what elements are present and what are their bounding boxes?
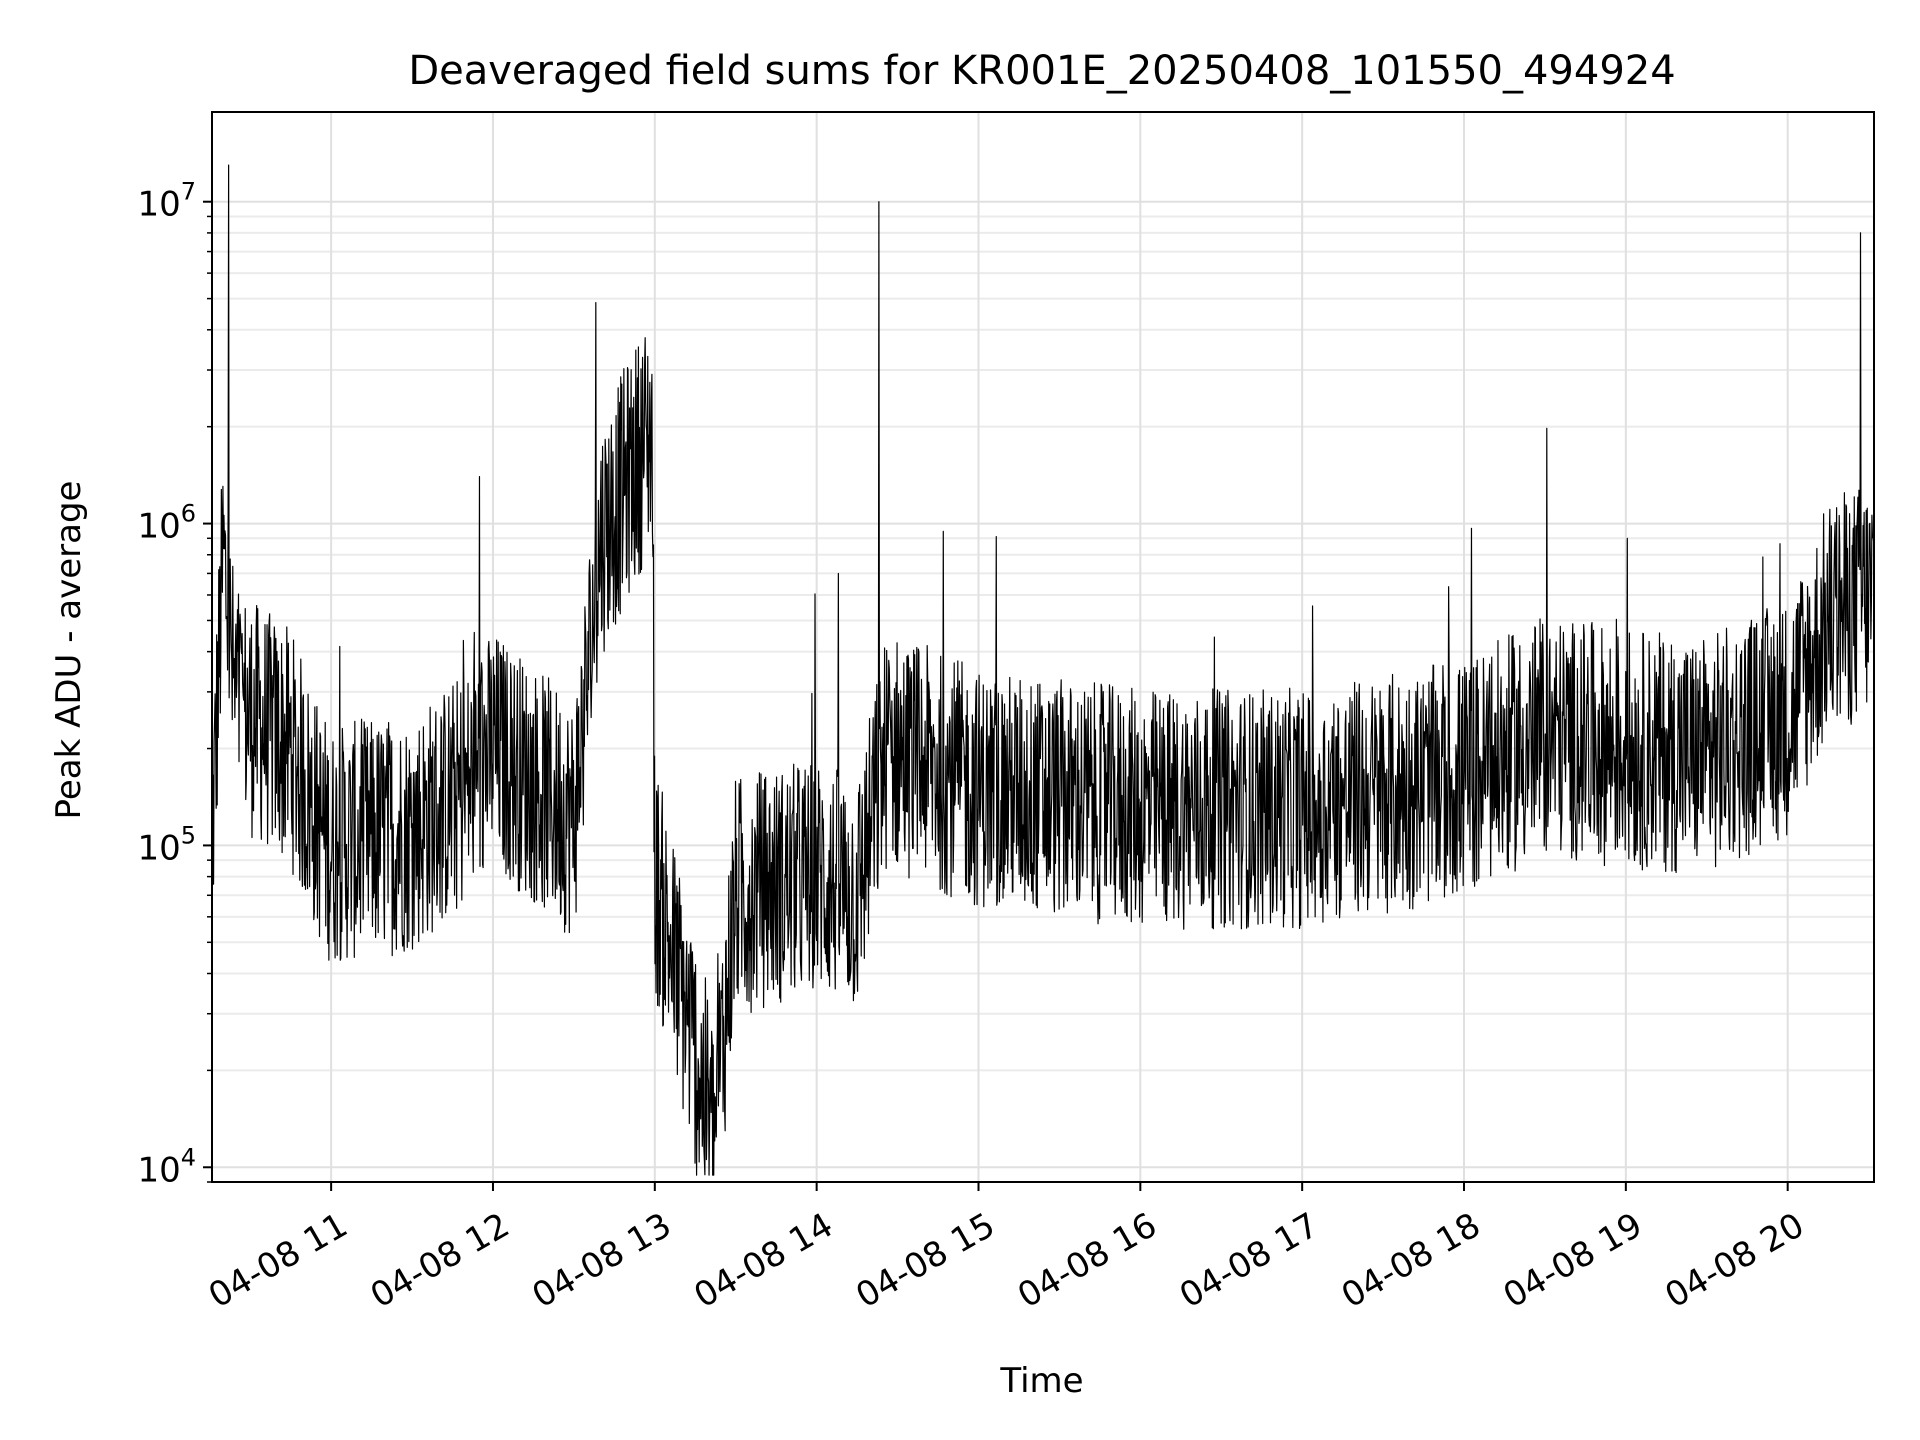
y-tick-label: 106 [137, 500, 196, 547]
y-tick-label: 105 [137, 821, 196, 868]
y-tick-label: 104 [137, 1143, 196, 1190]
y-tick-label: 107 [137, 178, 196, 225]
x-axis-label: Time [999, 1361, 1083, 1401]
series-line [211, 164, 1875, 1176]
chart-title: Deaveraged field sums for KR001E_2025040… [408, 48, 1675, 94]
series-trace [211, 164, 1875, 1176]
y-axis-label: Peak ADU - average [49, 481, 89, 820]
axes-frame [211, 111, 1875, 1183]
